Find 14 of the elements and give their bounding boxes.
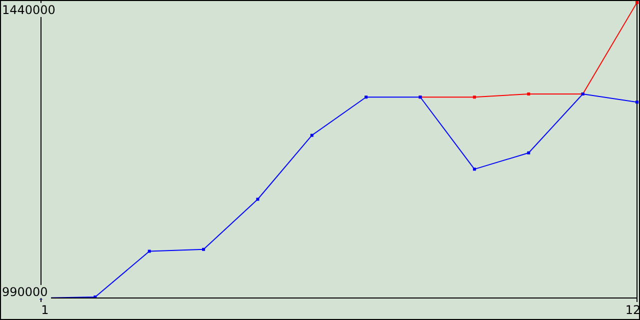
point: [636, 100, 638, 104]
y-tick-label: 990000: [2, 284, 48, 299]
point: [527, 92, 530, 96]
point: [472, 96, 476, 99]
point: [256, 198, 260, 201]
point: [148, 250, 151, 253]
point: [202, 248, 206, 251]
x-tick-label: 12: [625, 303, 640, 317]
point: [527, 151, 530, 154]
point: [310, 134, 314, 137]
y-tick-label: 1440000: [2, 3, 56, 18]
point: [472, 168, 476, 171]
point: [364, 96, 368, 99]
x-tick-label: 1: [41, 303, 49, 317]
